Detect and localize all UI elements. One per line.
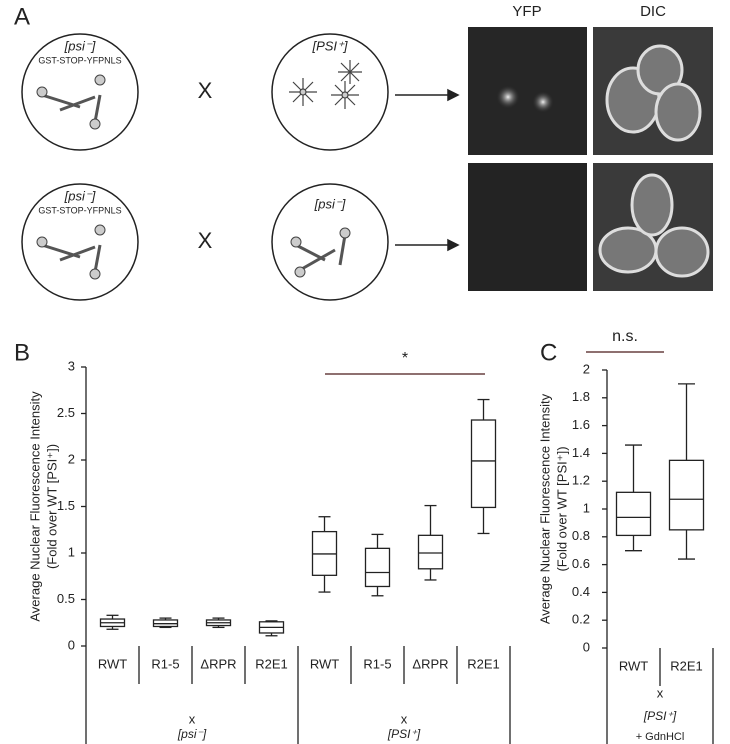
cross: X (198, 78, 213, 103)
y-tick-label: 1.8 (572, 389, 590, 404)
y-tick-label: 0.8 (572, 528, 590, 543)
x-tick-label: R2E1 (670, 658, 703, 673)
x-tick-label: RWT (619, 658, 648, 673)
y-tick-label: 0 (68, 637, 75, 652)
box (470, 419, 497, 509)
strain-label: [PSI⁺] (311, 38, 347, 53)
y-axis-label: (Fold over WT [PSI⁺]) (554, 446, 569, 571)
group-prefix: x (657, 685, 664, 700)
column-label: DIC (640, 3, 666, 20)
x-tick-label: R2E1 (255, 656, 288, 671)
y-tick-label: 1 (68, 544, 75, 559)
significance-label: n.s. (612, 328, 638, 345)
box (364, 547, 391, 588)
schematic (21, 33, 460, 301)
y-tick-label: 2 (68, 451, 75, 466)
y-tick-label: 1.5 (57, 498, 75, 513)
y-tick-label: 0.2 (572, 612, 590, 627)
strain-label: [psi⁻] (314, 196, 346, 211)
y-tick-label: 0.4 (572, 584, 590, 599)
group-prefix: x (401, 711, 408, 726)
x-tick-label: ΔRPR (200, 656, 236, 671)
y-axis-label: Average Nuclear Fluorescence Intensity (537, 393, 552, 624)
y-tick-label: 3 (68, 358, 75, 373)
y-tick-label: 0.6 (572, 556, 590, 571)
panel-label: A (14, 3, 30, 30)
y-axis-label: Average Nuclear Fluorescence Intensity (27, 391, 42, 622)
y-tick-label: 0.5 (57, 591, 75, 606)
x-tick-label: RWT (310, 656, 339, 671)
y-tick-label: 1 (583, 500, 590, 515)
panel-label: B (14, 339, 30, 366)
column-label: YFP (512, 3, 541, 20)
x-tick-label: R1-5 (151, 656, 179, 671)
x-tick-label: R2E1 (467, 656, 500, 671)
y-tick-label: 2.5 (57, 405, 75, 420)
box (668, 459, 705, 531)
x-tick-label: ΔRPR (412, 656, 448, 671)
y-tick-label: 1.2 (572, 473, 590, 488)
group-label: [psi⁻] (177, 727, 207, 741)
micrographs (468, 27, 713, 291)
y-tick-label: 2 (583, 361, 590, 376)
significance-label: * (402, 350, 408, 367)
x-tick-label: R1-5 (363, 656, 391, 671)
x-tick-label: RWT (98, 656, 127, 671)
box (417, 534, 444, 570)
group-note: + GdnHCl (636, 731, 685, 743)
box (615, 491, 652, 537)
group-label: [PSI⁺] (643, 709, 677, 723)
y-tick-label: 1.6 (572, 417, 590, 432)
y-tick-label: 0 (583, 639, 590, 654)
y-tick-label: 1.4 (572, 445, 590, 460)
construct-label: GST-STOP-YFPNLS (38, 55, 121, 65)
group-label: [PSI⁺] (387, 727, 421, 741)
strain-label: [psi⁻] (64, 188, 96, 203)
panel-label: C (540, 339, 557, 366)
y-axis-label: (Fold over WT [PSI⁺]) (44, 444, 59, 569)
construct-label: GST-STOP-YFPNLS (38, 205, 121, 215)
cross: X (198, 228, 213, 253)
group-prefix: x (189, 711, 196, 726)
strain-label: [psi⁻] (64, 38, 96, 53)
